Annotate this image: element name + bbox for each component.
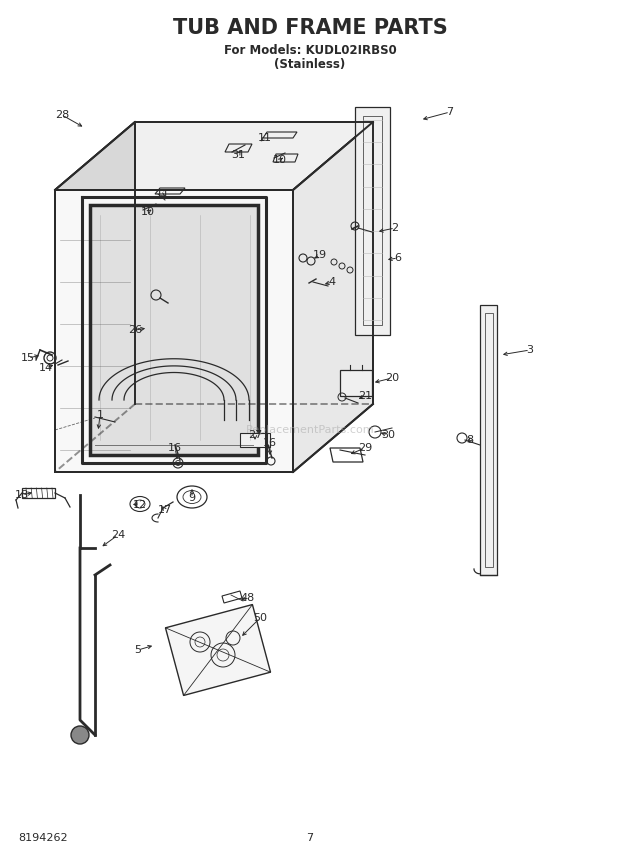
Polygon shape (55, 122, 373, 190)
Text: 50: 50 (253, 613, 267, 623)
Polygon shape (90, 205, 258, 455)
Text: 24: 24 (111, 530, 125, 540)
Text: 31: 31 (231, 150, 245, 160)
Text: 18: 18 (15, 490, 29, 500)
Text: 3: 3 (526, 345, 533, 355)
Text: 29: 29 (358, 443, 372, 453)
Text: 6: 6 (394, 253, 402, 263)
Text: For Models: KUDL02IRBS0: For Models: KUDL02IRBS0 (224, 44, 396, 56)
Text: 5: 5 (135, 645, 141, 655)
Polygon shape (480, 305, 497, 575)
Text: 7: 7 (306, 833, 314, 843)
Text: 28: 28 (55, 110, 69, 120)
Text: 7: 7 (446, 107, 454, 117)
Text: 11: 11 (156, 190, 170, 200)
Text: 12: 12 (133, 500, 147, 510)
Text: 1: 1 (97, 410, 104, 420)
Text: 48: 48 (241, 593, 255, 603)
Polygon shape (166, 604, 270, 695)
Text: 14: 14 (39, 363, 53, 373)
Polygon shape (355, 107, 390, 335)
Text: 16: 16 (263, 438, 277, 448)
Text: TUB AND FRAME PARTS: TUB AND FRAME PARTS (172, 18, 448, 38)
Polygon shape (55, 122, 135, 472)
Text: 26: 26 (128, 325, 142, 335)
Text: 8194262: 8194262 (18, 833, 68, 843)
Polygon shape (340, 370, 372, 396)
Text: 21: 21 (358, 391, 372, 401)
Circle shape (71, 726, 89, 744)
Polygon shape (55, 190, 293, 472)
Text: 20: 20 (385, 373, 399, 383)
Text: 15: 15 (21, 353, 35, 363)
Text: 27: 27 (248, 430, 262, 440)
Text: 17: 17 (158, 505, 172, 515)
Text: (Stainless): (Stainless) (275, 57, 345, 70)
Text: 16: 16 (168, 443, 182, 453)
Text: 10: 10 (141, 207, 155, 217)
Text: 11: 11 (258, 133, 272, 143)
Polygon shape (293, 122, 373, 472)
Text: 19: 19 (313, 250, 327, 260)
Text: 4: 4 (329, 277, 335, 287)
Text: 10: 10 (273, 155, 287, 165)
Text: 2: 2 (391, 223, 399, 233)
Polygon shape (240, 433, 270, 447)
Text: 9: 9 (188, 493, 195, 503)
Text: 8: 8 (466, 435, 474, 445)
Text: ReplacementParts.com: ReplacementParts.com (246, 425, 374, 435)
Text: 30: 30 (381, 430, 395, 440)
